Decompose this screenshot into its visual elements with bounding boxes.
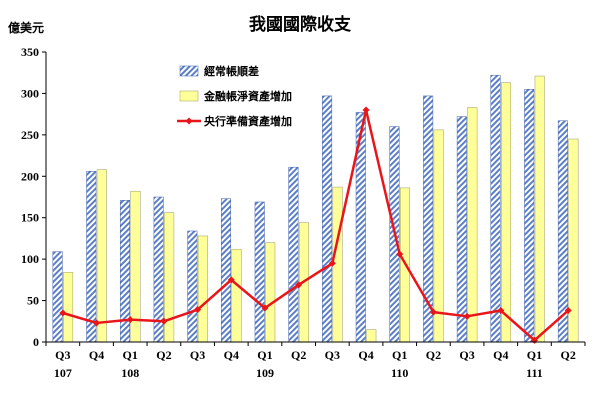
y-tick-label-50: 50 (27, 294, 39, 308)
y-tick-label-300: 300 (21, 86, 39, 100)
bars-layer (52, 74, 579, 343)
x-tick-label-15: Q2 (560, 348, 575, 362)
legend-swatch-financial-account (179, 90, 199, 102)
point-reserve-assets-1 (93, 319, 101, 327)
bar-current-account-12 (456, 116, 467, 343)
bar-financial-account-9 (366, 329, 377, 343)
legend-label-reserve-assets: 央行準備資產增加 (204, 114, 292, 128)
x-tick-label-4: Q3 (190, 348, 205, 362)
point-reserve-assets-6 (261, 304, 269, 312)
y-tick-label-0: 0 (33, 335, 39, 349)
point-reserve-assets-13 (497, 307, 505, 315)
x-year-label-110: 110 (391, 366, 408, 380)
point-reserve-assets-10 (396, 250, 404, 258)
bar-current-account-7 (288, 166, 299, 343)
bar-current-account-0 (52, 251, 63, 343)
y-tick-label-200: 200 (21, 169, 39, 183)
bar-current-account-1 (86, 171, 97, 343)
x-tick-label-11: Q2 (426, 348, 441, 362)
bar-current-account-4 (187, 230, 198, 343)
y-tick-label-100: 100 (21, 252, 39, 266)
x-tick-label-5: Q4 (224, 348, 239, 362)
y-tick-label-250: 250 (21, 128, 39, 142)
bar-current-account-8 (322, 95, 333, 343)
y-tick-label-350: 350 (21, 45, 39, 59)
x-tick-label-2: Q1 (123, 348, 138, 362)
bar-current-account-13 (490, 74, 501, 343)
bar-financial-account-11 (433, 129, 444, 343)
point-reserve-assets-15 (564, 307, 572, 315)
point-reserve-assets-8 (328, 259, 336, 267)
x-tick-label-9: Q4 (358, 348, 373, 362)
x-year-label-107: 107 (54, 366, 72, 380)
x-tick-label-7: Q2 (291, 348, 306, 362)
x-tick-label-12: Q3 (459, 348, 474, 362)
point-reserve-assets-12 (463, 312, 471, 320)
x-year-label-109: 109 (256, 366, 274, 380)
bar-financial-account-1 (96, 169, 107, 343)
line-layer (59, 106, 572, 344)
bar-current-account-14 (524, 89, 535, 343)
legend-swatch-current-account (179, 65, 199, 77)
line-reserve-assets (62, 108, 569, 342)
x-tick-label-3: Q2 (156, 348, 171, 362)
legend-marker-reserve-assets (185, 117, 193, 125)
x-tick-label-13: Q4 (493, 348, 508, 362)
x-year-label-111: 111 (526, 366, 543, 380)
point-reserve-assets-11 (429, 308, 437, 316)
x-year-label-108: 108 (121, 366, 139, 380)
y-axis-label: 億美元 (8, 20, 44, 35)
legend-label-current-account: 經常帳順差 (204, 64, 259, 78)
point-reserve-assets-4 (194, 306, 202, 314)
bar-financial-account-5 (231, 248, 242, 343)
axes-layer: 0 50 100 150 200 250 300 350 Q3 Q4 Q1 Q2 Q3 Q4 Q1 Q2 Q3 Q… (21, 45, 586, 380)
x-tick-label-0: Q3 (55, 348, 70, 362)
legend-label-financial-account: 金融帳淨資產增加 (203, 89, 292, 103)
bar-current-account-15 (557, 120, 568, 343)
y-tick-label-150: 150 (21, 211, 39, 225)
bar-financial-account-13 (501, 82, 512, 343)
x-tick-label-1: Q4 (89, 348, 104, 362)
point-reserve-assets-9 (362, 106, 370, 114)
x-tick-label-10: Q1 (392, 348, 407, 362)
bar-financial-account-14 (534, 75, 545, 343)
x-tick-label-14: Q1 (527, 348, 542, 362)
point-reserve-assets-5 (227, 276, 235, 284)
point-reserve-assets-0 (59, 309, 67, 317)
bar-financial-account-12 (467, 107, 478, 343)
point-reserve-assets-3 (160, 317, 168, 325)
bar-financial-account-4 (197, 235, 208, 343)
bar-financial-account-0 (63, 272, 74, 343)
point-reserve-assets-2 (126, 316, 134, 324)
bar-financial-account-6 (265, 242, 276, 343)
chart-title: 我國國際收支 (249, 14, 352, 35)
bar-current-account-5 (221, 198, 232, 343)
bar-current-account-6 (254, 201, 265, 343)
point-reserve-assets-7 (295, 281, 303, 289)
x-tick-label-6: Q1 (257, 348, 272, 362)
x-tick-label-8: Q3 (325, 348, 340, 362)
